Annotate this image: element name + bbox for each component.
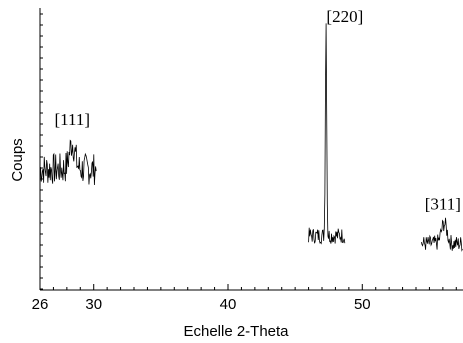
series-segment [308, 23, 346, 245]
x-tick-label: 26 [32, 296, 49, 313]
series-segment [39, 139, 97, 186]
x-tick-label: 40 [220, 296, 237, 313]
peak-annotations: [111] [220] [311] [54, 7, 461, 213]
x-tick-label: 30 [85, 296, 102, 313]
peak-label: [111] [54, 110, 90, 129]
peak-label: [311] [425, 194, 461, 213]
peak-label: [220] [326, 7, 363, 26]
series-segment [420, 217, 463, 252]
y-axis-title: Coups [9, 138, 26, 181]
series-group [39, 23, 463, 252]
x-tick-label: 50 [354, 296, 371, 313]
x-ticks [39, 284, 457, 290]
x-tick-labels: 26 30 40 50 [32, 296, 371, 313]
x-axis-title: Echelle 2-Theta [183, 323, 289, 340]
